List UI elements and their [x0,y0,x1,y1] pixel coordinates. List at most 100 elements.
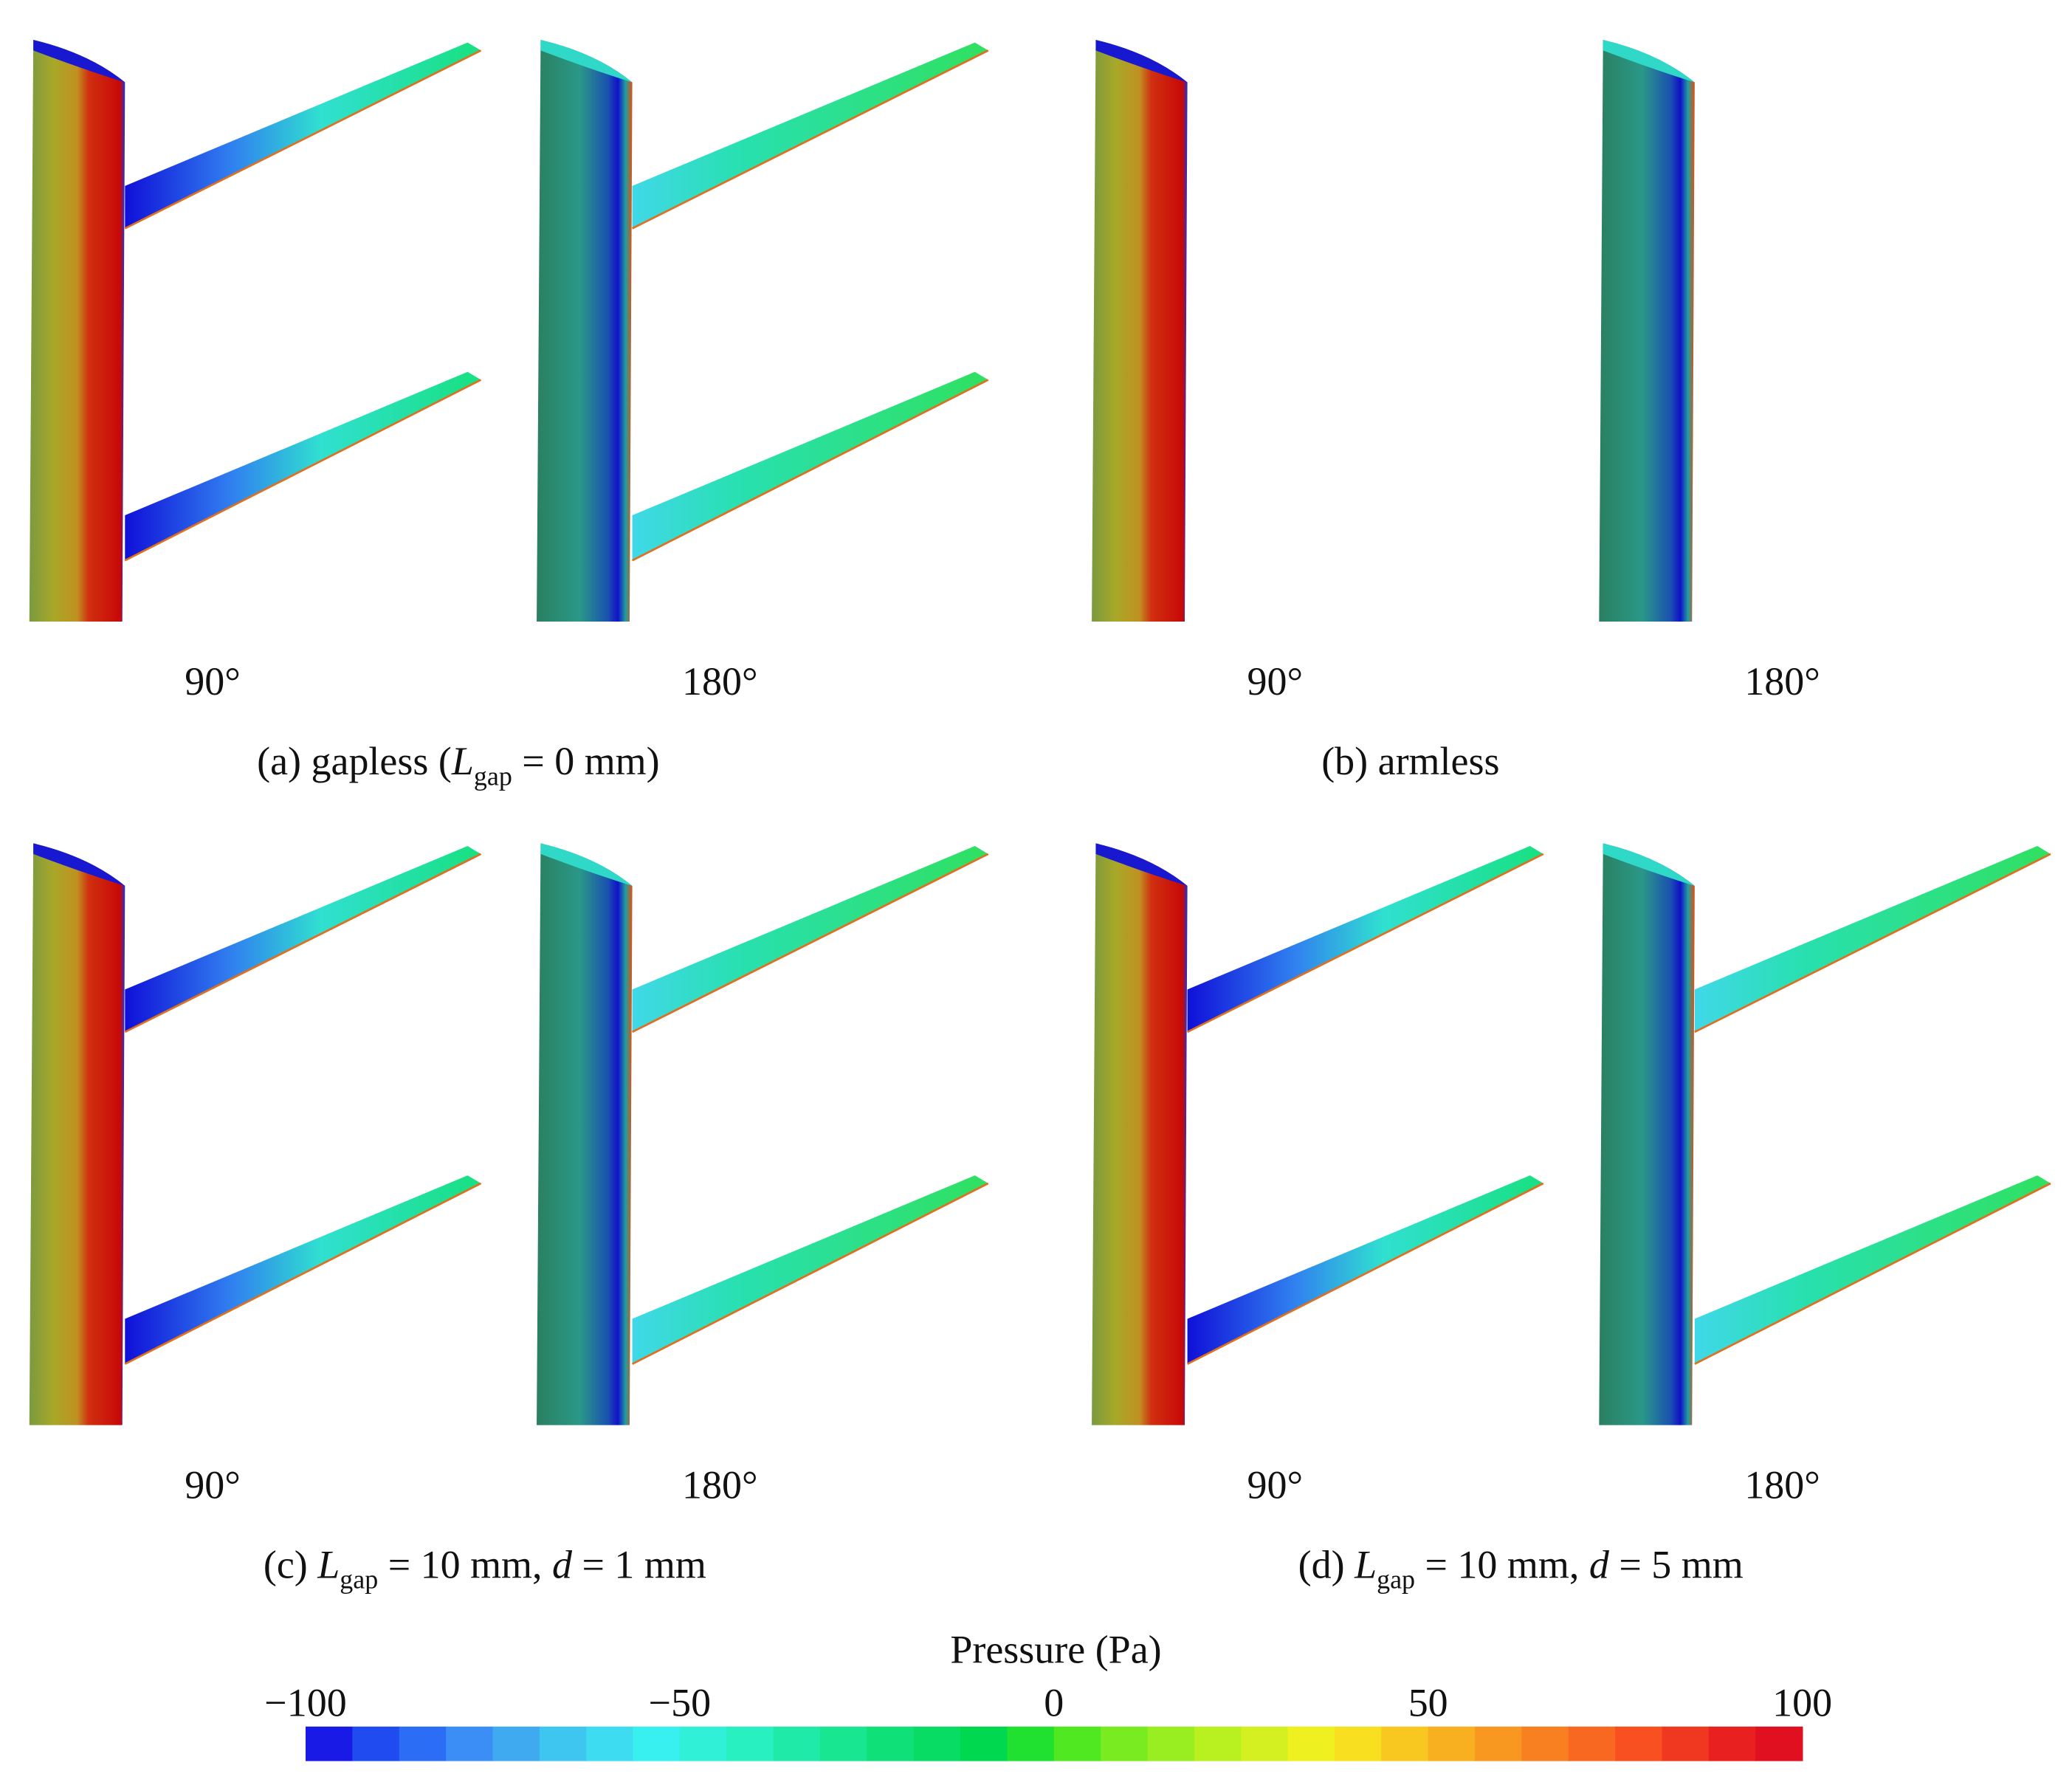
colorbar-segment [633,1726,681,1761]
colorbar-segment [1615,1726,1663,1761]
colorbar-segment [1428,1726,1476,1761]
caption: (b) armless [1321,739,1499,783]
strut-cap [33,843,125,887]
colorbar-segment [492,1726,540,1761]
arm-edge [631,1182,989,1365]
colorbar-segment [1053,1726,1102,1761]
colorbar-segment [1194,1726,1242,1761]
angle-label: 180° [682,1462,758,1507]
caption: (d) Lgap = 10 mm, d = 5 mm [1298,1542,1744,1594]
arm-edge [1186,853,1544,1033]
colorbar-segment [960,1726,1008,1761]
colorbar-segment [1521,1726,1569,1761]
caption-part: = 5 mm [1609,1542,1744,1586]
colorbar-segment [539,1726,588,1761]
angle-label: 90° [1247,659,1304,704]
colorbar-segment [913,1726,961,1761]
rendering [1599,843,2051,1425]
strut [1599,39,1695,622]
arm-edge [1186,1182,1544,1365]
colorbar-segment [1241,1726,1289,1761]
arm-edge [1694,853,2051,1033]
arm-edge [124,49,482,230]
rendering [537,39,989,622]
arm-edge [124,1182,482,1365]
colorbar-segment [867,1726,915,1761]
arm-edge [124,853,482,1033]
colorbar-tick-label: 100 [1772,1680,1832,1724]
caption-part: (c) [264,1542,317,1586]
arm [1694,846,2051,1032]
colorbar-segment [1708,1726,1757,1761]
caption-part: (a) gapless ( [257,739,452,783]
arm [125,1175,481,1364]
caption-part: gap [340,1565,378,1595]
arm [632,846,988,1032]
strut [29,843,125,1425]
caption-part: = 1 mm [572,1542,706,1586]
caption-part: L [317,1542,340,1586]
caption-part: = 10 mm, [1415,1542,1589,1586]
strut-cap [1603,39,1695,83]
colorbar-segment [1007,1726,1055,1761]
caption-part: = 0 mm) [512,739,660,783]
strut-cap [1095,843,1188,887]
strut-cap [1603,843,1695,887]
colorbar-segment [1381,1726,1429,1761]
arm [125,846,481,1032]
caption-part: (b) armless [1321,739,1499,783]
strut-cap [33,39,125,83]
arm [632,371,988,561]
angle-label: 90° [185,659,241,704]
colorbar-segment [819,1726,868,1761]
caption-part: L [1354,1542,1377,1586]
caption-part: gap [1377,1565,1415,1595]
colorbar-segment [1147,1726,1195,1761]
angle-label: 180° [682,659,758,704]
caption: (c) Lgap = 10 mm, d = 1 mm [264,1542,706,1594]
angle-label: 90° [185,1462,241,1507]
arm [632,1175,988,1364]
angle-label: 180° [1744,659,1820,704]
arm-edge [124,379,482,562]
arm [125,371,481,561]
caption-part: (d) [1298,1542,1355,1586]
colorbar-segment [446,1726,494,1761]
strut [537,39,633,622]
caption-part: d [552,1542,573,1586]
arm [1187,846,1543,1032]
caption-part: = 10 mm, [378,1542,552,1586]
arm [125,42,481,229]
colorbar-segment [1568,1726,1617,1761]
colorbar-segment [352,1726,400,1761]
colorbar-segment [1475,1726,1523,1761]
colorbar-segment [305,1726,354,1761]
strut [29,39,125,622]
colorbar-segment [679,1726,728,1761]
strut [1092,39,1188,622]
rendering [1092,39,1188,622]
colorbar-segment [1287,1726,1335,1761]
colorbar-segment [1755,1726,1803,1761]
colorbar-title: Pressure (Pa) [950,1627,1161,1671]
caption: (a) gapless (Lgap = 0 mm) [257,739,660,791]
angle-label: 90° [1247,1462,1304,1507]
colorbar-segment [399,1726,447,1761]
colorbar-segment [726,1726,774,1761]
rendering [1092,843,1544,1425]
colorbar-segment [1334,1726,1383,1761]
arm-edge [631,853,989,1033]
colorbar-segment [586,1726,634,1761]
caption-part: L [451,739,474,783]
strut [537,843,633,1425]
rendering [1599,39,1695,622]
strut-cap [540,39,633,83]
colorbar-tick-label: −100 [264,1680,346,1724]
rendering [537,843,989,1425]
caption-part: d [1589,1542,1610,1586]
colorbar-segment [1101,1726,1149,1761]
rendering [29,843,482,1425]
colorbar-tick-label: −50 [649,1680,711,1724]
